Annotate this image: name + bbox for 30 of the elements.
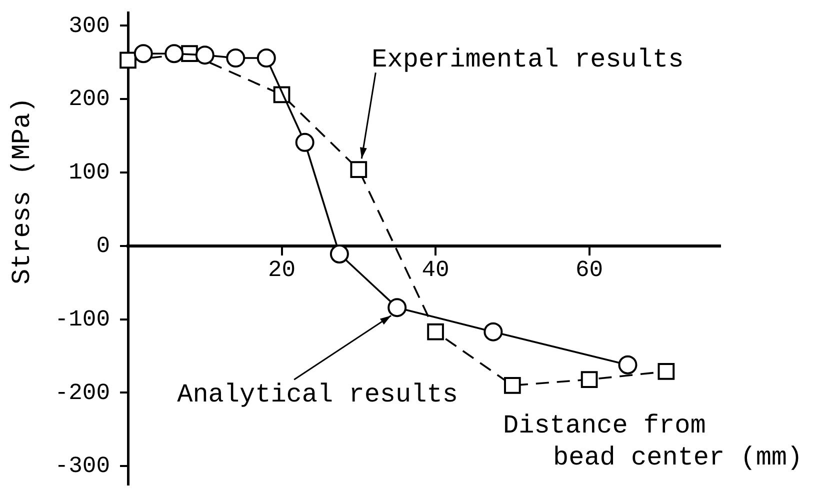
x-tick-label: 40	[422, 256, 450, 283]
point	[504, 376, 521, 394]
x-tick-label: 60	[575, 256, 604, 283]
point	[134, 44, 153, 64]
point	[484, 322, 503, 342]
point	[427, 323, 444, 340]
y-tick-label: 0	[96, 233, 110, 260]
point	[350, 161, 368, 178]
series-label: Analytical results	[177, 380, 458, 410]
point	[256, 48, 276, 68]
point	[195, 46, 214, 65]
text: Experimental results	[372, 44, 684, 75]
point	[164, 44, 184, 64]
y-tick-label: 200	[68, 86, 110, 112]
x-tick-label: 20	[268, 256, 296, 283]
x-axis-title: Distance from bead center (mm)	[503, 410, 803, 472]
y-tick-label: 300	[68, 12, 110, 39]
point	[226, 48, 246, 68]
y-tick-label: -100	[54, 306, 110, 332]
y-tick-label: 100	[68, 160, 110, 186]
y-tick-label: -200	[54, 380, 110, 406]
point	[388, 298, 407, 318]
y-axis-title: Stress (MPa)	[6, 97, 37, 285]
point	[580, 371, 598, 388]
point	[330, 244, 349, 264]
point	[295, 132, 314, 152]
point	[120, 52, 136, 69]
y-tick-label: -300	[54, 453, 110, 480]
point	[658, 363, 675, 380]
point	[618, 355, 638, 374]
